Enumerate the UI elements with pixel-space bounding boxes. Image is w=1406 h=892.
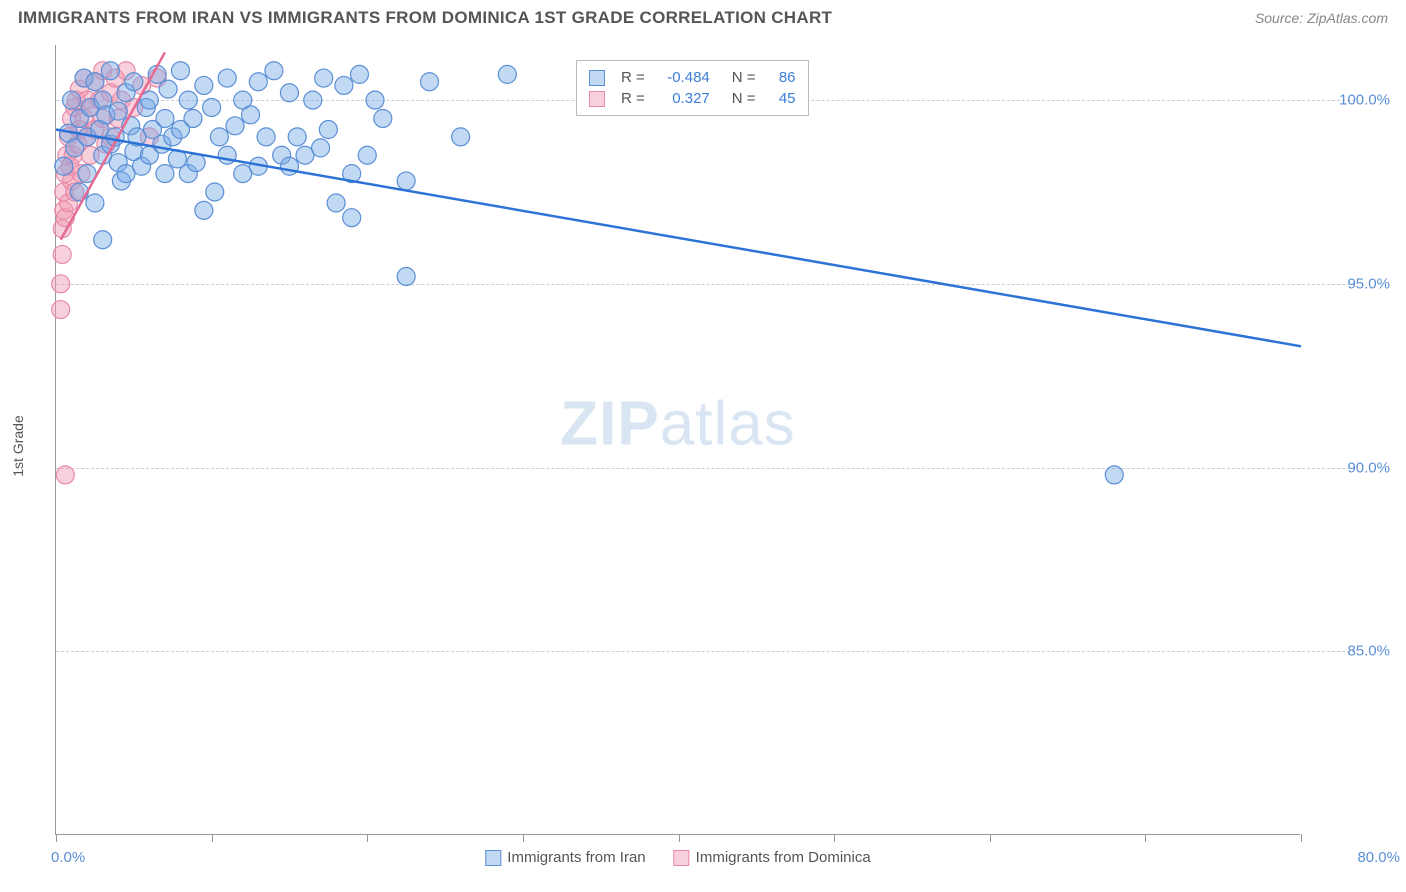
scatter-point [210,128,228,146]
scatter-point [195,201,213,219]
scatter-point [206,183,224,201]
n-value: 45 [766,90,796,107]
scatter-point [343,209,361,227]
scatter-point [350,65,368,83]
x-tick [1145,834,1146,842]
scatter-point [319,121,337,139]
stats-row: R = -0.484 N = 86 [589,67,796,88]
scatter-point [315,69,333,87]
y-axis-label: 1st Grade [10,415,26,476]
chart-title: IMMIGRANTS FROM IRAN VS IMMIGRANTS FROM … [18,8,832,28]
scatter-point [1105,466,1123,484]
scatter-point [374,109,392,127]
scatter-point [226,117,244,135]
scatter-point [179,91,197,109]
y-tick-label: 95.0% [1310,275,1390,292]
n-label: N = [732,69,756,86]
y-tick-label: 100.0% [1310,92,1390,109]
scatter-point [335,76,353,94]
scatter-point [397,172,415,190]
trend-line [56,130,1301,347]
stats-row: R = 0.327 N = 45 [589,88,796,109]
x-tick [367,834,368,842]
scatter-point [187,154,205,172]
y-tick-label: 90.0% [1310,459,1390,476]
plot-area: 85.0%90.0%95.0%100.0% ZIPatlas R =-0.484… [55,45,1300,835]
scatter-point [452,128,470,146]
x-tick [1301,834,1302,842]
scatter-point [249,73,267,91]
scatter-point [327,194,345,212]
bottom-legend: Immigrants from Iran Immigrants from Domi… [485,849,870,866]
scatter-point [257,128,275,146]
scatter-point [195,76,213,94]
legend-swatch [674,850,690,866]
scatter-point [55,157,73,175]
scatter-point [312,139,330,157]
legend-label: Immigrants from Dominica [696,849,871,866]
x-axis-min-label: 0.0% [51,849,85,866]
scatter-point [156,109,174,127]
legend-label: Immigrants from Iran [507,849,645,866]
legend-swatch [485,850,501,866]
scatter-point [498,65,516,83]
scatter-point [421,73,439,91]
source-attribution: Source: ZipAtlas.com [1255,10,1388,26]
legend-item: Immigrants from Dominica [674,849,871,866]
x-tick [56,834,57,842]
scatter-point [288,128,306,146]
scatter-point [53,245,71,263]
scatter-point [397,267,415,285]
scatter-point [63,91,81,109]
scatter-point [56,466,74,484]
legend-item: Immigrants from Iran [485,849,645,866]
scatter-point [304,91,322,109]
scatter-point [184,109,202,127]
x-axis-max-label: 80.0% [1357,849,1400,866]
r-label: R = [621,69,645,86]
scatter-point [52,301,70,319]
scatter-point [242,106,260,124]
scatter-point [70,183,88,201]
scatter-point [203,98,221,116]
scatter-svg [56,45,1300,834]
x-tick [990,834,991,842]
chart-header: IMMIGRANTS FROM IRAN VS IMMIGRANTS FROM … [18,8,1388,28]
scatter-point [101,62,119,80]
x-tick [523,834,524,842]
scatter-point [109,102,127,120]
r-value: -0.484 [655,69,710,86]
x-tick [679,834,680,842]
legend-swatch [589,91,605,107]
scatter-point [280,157,298,175]
scatter-point [86,73,104,91]
scatter-point [358,146,376,164]
scatter-point [172,62,190,80]
legend-swatch [589,70,605,86]
scatter-point [156,165,174,183]
scatter-point [218,69,236,87]
scatter-point [366,91,384,109]
x-tick [212,834,213,842]
scatter-point [86,194,104,212]
scatter-point [159,80,177,98]
scatter-point [52,275,70,293]
n-value: 86 [766,69,796,86]
scatter-point [125,73,143,91]
scatter-point [265,62,283,80]
y-tick-label: 85.0% [1310,643,1390,660]
stats-legend-box: R = -0.484 N = 86 R = 0.327 N = 45 [576,60,809,116]
r-value: 0.327 [655,90,710,107]
scatter-point [94,231,112,249]
x-tick [834,834,835,842]
n-label: N = [732,90,756,107]
r-label: R = [621,90,645,107]
scatter-point [280,84,298,102]
